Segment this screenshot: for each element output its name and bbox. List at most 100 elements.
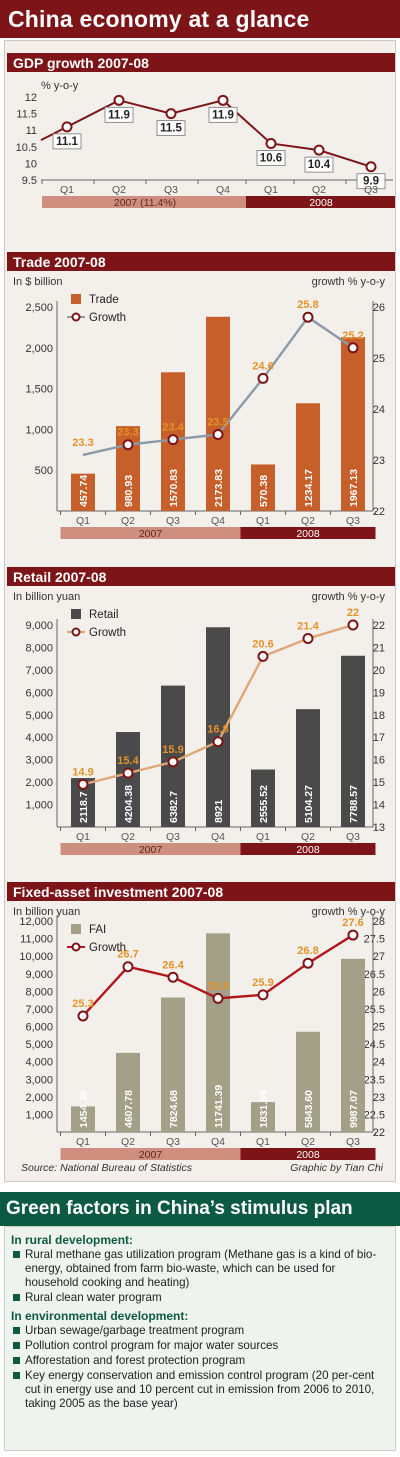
quarter-label: Q1 xyxy=(76,515,90,527)
bar-label: 5104.27 xyxy=(303,785,315,823)
growth-label: 26.7 xyxy=(117,949,138,961)
quarter-label: Q3 xyxy=(346,515,360,527)
chart-title: Retail 2007-08 xyxy=(13,569,107,585)
bar-label: 1831.69 xyxy=(258,1090,270,1128)
y-tick-label: 10,000 xyxy=(19,951,53,963)
growth-label: 14.9 xyxy=(72,766,93,778)
graphic-credit: Graphic by Tian Chi xyxy=(290,1162,383,1174)
y-tick-label: 1,000 xyxy=(25,1109,53,1121)
y-tick-label: 2,000 xyxy=(25,777,53,789)
quarter-label: Q2 xyxy=(301,1136,315,1148)
y-tick-label: 4,000 xyxy=(25,732,53,744)
y-tick-label: 8,000 xyxy=(25,642,53,654)
growth-label: 25.8 xyxy=(207,980,228,992)
bar-label: 11741.39 xyxy=(213,1085,225,1128)
data-label-box xyxy=(208,106,238,123)
chart-title-bar xyxy=(7,53,395,72)
growth-label: 15.9 xyxy=(162,744,183,756)
growth-point xyxy=(212,429,224,440)
y-tick-label: 12,000 xyxy=(19,916,53,928)
bar xyxy=(206,933,230,1132)
y-tick-label: 12 xyxy=(25,92,37,104)
rural-heading: In rural development: xyxy=(11,1233,134,1247)
y2-axis-label: growth % y-o-y xyxy=(312,906,386,918)
growth-label: 22 xyxy=(347,607,359,619)
quarter-label: Q3 xyxy=(166,515,180,527)
bar-label: 2173.83 xyxy=(213,469,225,507)
growth-label: 25.9 xyxy=(252,977,273,989)
quarter-label: Q4 xyxy=(211,1136,225,1148)
growth-point xyxy=(212,736,224,748)
legend-label: Trade xyxy=(89,294,119,306)
y2-tick-label: 25.5 xyxy=(364,1004,385,1016)
bar xyxy=(71,473,95,511)
list-item: Afforestation and forest protection prog… xyxy=(11,1354,389,1368)
quarter-label: Q2 xyxy=(121,1136,135,1148)
y-tick-label: 9,000 xyxy=(25,969,53,981)
year-band xyxy=(42,196,248,208)
growth-label: 23.3 xyxy=(72,437,93,449)
y-tick-label: 1,500 xyxy=(25,384,53,396)
y2-tick-label: 15 xyxy=(373,777,385,789)
y-tick-label: 11 xyxy=(26,125,37,137)
chart-title-bar xyxy=(7,252,395,271)
data-label: 10.4 xyxy=(308,159,331,171)
bar xyxy=(251,1102,275,1132)
y-axis-label: % y-o-y xyxy=(41,80,79,92)
y2-tick-label: 28 xyxy=(373,916,385,928)
chart-title: GDP growth 2007-08 xyxy=(13,55,149,71)
y-tick-label: 11.5 xyxy=(16,109,37,121)
y2-tick-label: 23.5 xyxy=(364,1074,385,1086)
gdp-point xyxy=(365,161,377,173)
growth-point xyxy=(302,311,314,323)
bar xyxy=(71,1106,95,1132)
y2-tick-label: 16 xyxy=(373,755,385,767)
quarter-label: Q3 xyxy=(166,831,180,843)
list-item: Rural clean water program xyxy=(11,1291,389,1305)
growth-point xyxy=(122,439,134,451)
data-label: 11.9 xyxy=(108,109,130,121)
growth-point xyxy=(257,989,269,1001)
growth-point xyxy=(347,619,359,631)
data-label: 11.9 xyxy=(212,109,234,121)
year-band xyxy=(60,527,241,539)
growth-label: 25.3 xyxy=(72,998,93,1010)
chart-title-bar xyxy=(7,567,395,586)
bar-label: 9987.07 xyxy=(348,1090,360,1128)
y-tick-label: 6,000 xyxy=(25,687,53,699)
source-note: Source: National Bureau of Statistics xyxy=(21,1162,193,1174)
y2-tick-label: 26 xyxy=(373,302,385,314)
bar xyxy=(296,1031,320,1132)
bar-label: 570.38 xyxy=(258,475,270,507)
y2-axis-label: growth % y-o-y xyxy=(312,276,386,288)
quarter-label: Q2 xyxy=(301,831,315,843)
stimulus-title: Green factors in China’s stimulus plan xyxy=(0,1192,400,1226)
bar-label: 4204.38 xyxy=(123,785,135,823)
growth-point xyxy=(257,650,269,662)
gdp-line xyxy=(40,99,372,168)
chart-title: Trade 2007-08 xyxy=(13,254,106,270)
year-band xyxy=(60,1148,241,1160)
y2-tick-label: 25 xyxy=(373,1022,385,1034)
charts-panel: GDP growth 2007-08 % y-o-y 9.5 10 10.5 11 11.5… xyxy=(4,40,396,1182)
legend-dot xyxy=(71,312,81,322)
growth-point xyxy=(257,372,269,384)
legend-label: FAI xyxy=(89,924,106,936)
growth-label: 16.8 xyxy=(207,724,228,736)
growth-label: 15.4 xyxy=(117,755,139,767)
growth-label: 25.8 xyxy=(297,299,318,311)
quarter-label: Q1 xyxy=(76,1136,90,1148)
quarter-label: Q4 xyxy=(211,831,225,843)
y2-tick-label: 24 xyxy=(373,1057,385,1069)
year-band xyxy=(240,527,376,539)
quarter-label: Q4 xyxy=(211,515,225,527)
y2-tick-label: 14 xyxy=(373,800,385,812)
growth-label: 23.3 xyxy=(117,427,138,439)
charts-svg: GDP growth 2007-08 % y-o-y 9.5 10 10.5 11 11.5… xyxy=(7,53,395,1174)
quarter-label: Q3 xyxy=(346,1136,360,1148)
quarter-label: Q1 xyxy=(76,831,90,843)
y2-tick-label: 22 xyxy=(373,620,385,632)
data-label-box xyxy=(156,120,186,136)
y2-tick-label: 26.5 xyxy=(364,969,385,981)
bar-label: 6382.7 xyxy=(168,791,180,823)
